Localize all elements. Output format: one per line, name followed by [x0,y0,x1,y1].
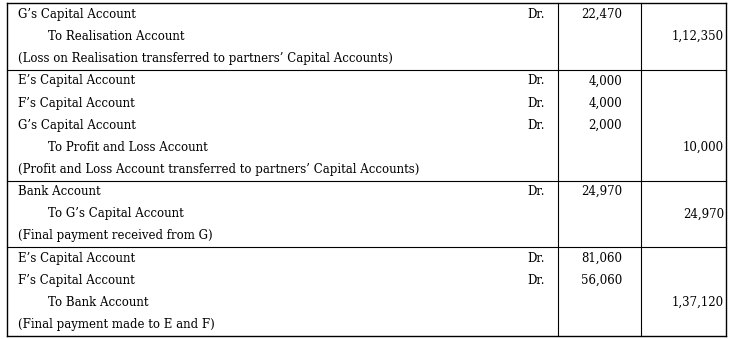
Text: 4,000: 4,000 [588,97,622,109]
Text: 4,000: 4,000 [588,74,622,87]
Text: 10,000: 10,000 [683,141,724,154]
Text: (Loss on Realisation transferred to partners’ Capital Accounts): (Loss on Realisation transferred to part… [18,52,393,65]
Text: Bank Account: Bank Account [18,185,101,198]
Text: Dr.: Dr. [528,8,545,21]
Text: 24,970: 24,970 [683,207,724,220]
Text: 24,970: 24,970 [581,185,622,198]
Text: G’s Capital Account: G’s Capital Account [18,8,136,21]
Text: E’s Capital Account: E’s Capital Account [18,74,135,87]
Text: To Bank Account: To Bank Account [18,296,149,309]
Text: Dr.: Dr. [528,252,545,265]
Text: 1,37,120: 1,37,120 [672,296,724,309]
Text: Dr.: Dr. [528,119,545,132]
Text: (Final payment made to E and F): (Final payment made to E and F) [18,318,215,331]
Text: 81,060: 81,060 [581,252,622,265]
Text: E’s Capital Account: E’s Capital Account [18,252,135,265]
Text: Dr.: Dr. [528,74,545,87]
Text: (Final payment received from G): (Final payment received from G) [18,230,213,242]
Text: 22,470: 22,470 [581,8,622,21]
Text: F’s Capital Account: F’s Capital Account [18,274,135,287]
Text: To Profit and Loss Account: To Profit and Loss Account [18,141,208,154]
Text: 2,000: 2,000 [588,119,622,132]
Text: Dr.: Dr. [528,97,545,109]
Text: Dr.: Dr. [528,185,545,198]
Text: G’s Capital Account: G’s Capital Account [18,119,136,132]
Text: (Profit and Loss Account transferred to partners’ Capital Accounts): (Profit and Loss Account transferred to … [18,163,420,176]
Text: 56,060: 56,060 [580,274,622,287]
Text: To Realisation Account: To Realisation Account [18,30,185,43]
Text: 1,12,350: 1,12,350 [672,30,724,43]
Text: Dr.: Dr. [528,274,545,287]
Text: F’s Capital Account: F’s Capital Account [18,97,135,109]
Text: To G’s Capital Account: To G’s Capital Account [18,207,184,220]
